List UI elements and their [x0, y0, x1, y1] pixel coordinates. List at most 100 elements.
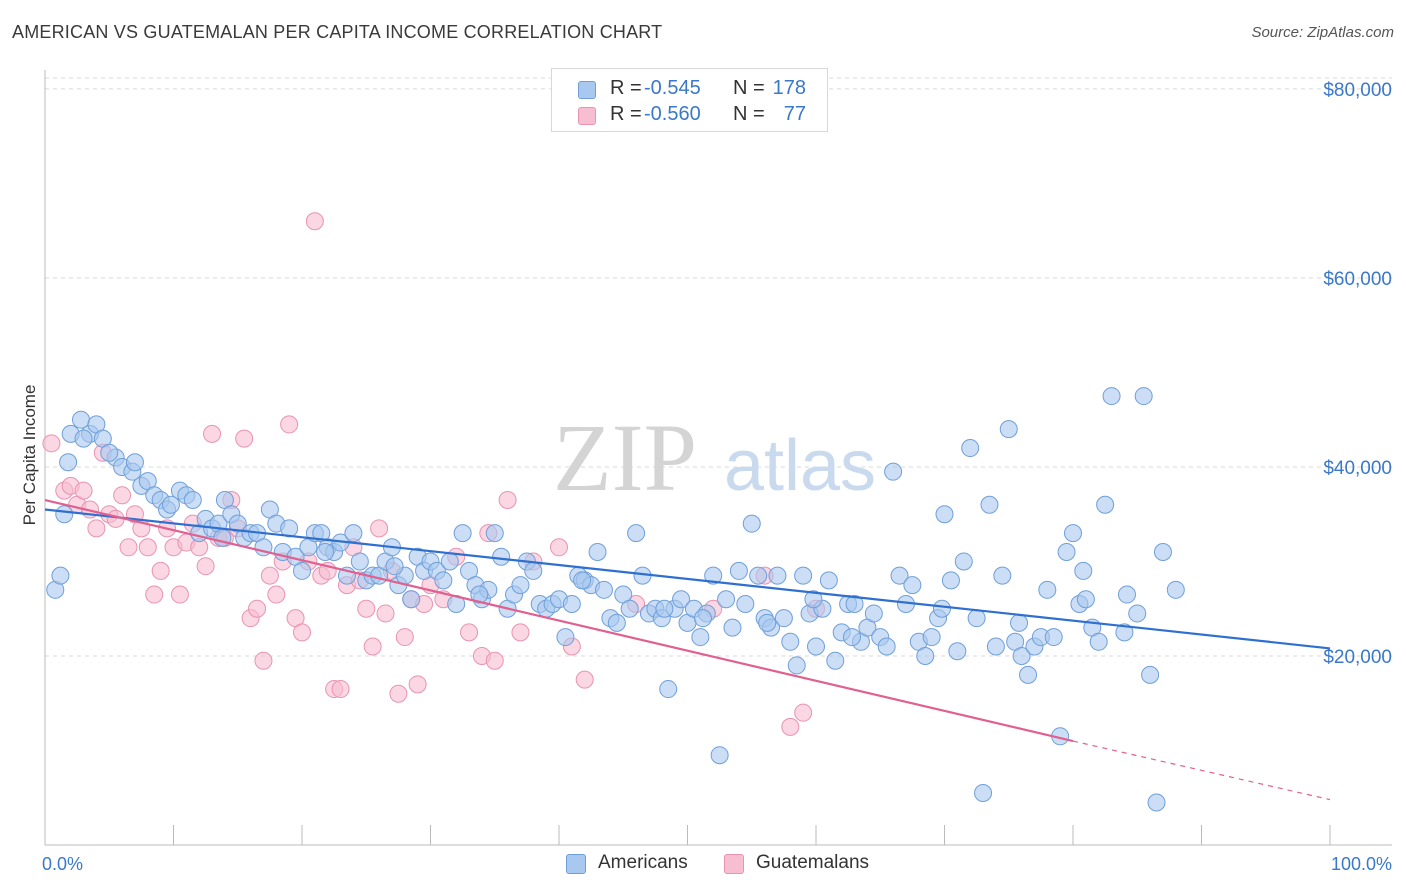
- americans-point: [691, 628, 710, 647]
- guatemalans-point: [550, 538, 568, 557]
- americans-point: [758, 613, 777, 632]
- americans-legend-swatch: [566, 854, 586, 874]
- americans-point: [350, 552, 369, 571]
- guatemalans-trend-extension: [1072, 740, 1331, 801]
- americans-point: [903, 576, 922, 595]
- legend-row-guatemalans: R = -0.560 N = 77: [552, 101, 827, 127]
- americans-point: [845, 594, 864, 613]
- americans-point: [1102, 387, 1121, 406]
- americans-legend-label: Americans: [598, 852, 688, 873]
- guatemalans-point: [138, 538, 157, 557]
- americans-point: [59, 453, 78, 472]
- guatemalans-point: [87, 519, 106, 538]
- americans-point: [807, 637, 825, 656]
- americans-point: [1153, 543, 1172, 562]
- bottom-legend-americans: Americans: [566, 852, 706, 876]
- americans-point: [781, 632, 800, 651]
- americans-point: [1089, 632, 1108, 651]
- americans-point: [1064, 524, 1082, 543]
- americans-point: [1038, 580, 1057, 599]
- y-tick-label: $20,000: [1323, 647, 1392, 668]
- americans-point: [620, 599, 639, 618]
- guatemalans-point: [151, 561, 170, 580]
- legend-n-value: 77: [783, 103, 806, 125]
- americans-point: [974, 784, 993, 803]
- americans-point: [729, 561, 748, 580]
- americans-point: [916, 646, 935, 665]
- legend-r-value: -0.545: [644, 77, 701, 99]
- guatemalans-point: [170, 585, 189, 604]
- americans-point: [573, 571, 592, 590]
- guatemalans-point: [267, 585, 286, 604]
- americans-point: [864, 604, 883, 623]
- guatemalans-legend-swatch: [724, 854, 744, 874]
- americans-point: [1166, 580, 1185, 599]
- americans-point: [742, 514, 761, 533]
- legend-n-label: N =: [733, 103, 765, 125]
- guatemalans-point: [511, 623, 530, 642]
- guatemalans-point: [113, 486, 132, 505]
- guatemalans-point: [74, 481, 93, 500]
- americans-trend-line: [44, 508, 1331, 650]
- americans-point: [749, 566, 768, 585]
- americans-point: [1115, 623, 1134, 642]
- americans-point: [794, 566, 813, 585]
- americans-point: [954, 552, 973, 571]
- guatemalans-point: [305, 212, 324, 231]
- americans-point: [434, 571, 453, 590]
- guatemalans-point: [331, 680, 350, 699]
- guatemalans-point: [395, 628, 414, 647]
- americans-point: [804, 590, 823, 609]
- americans-point: [993, 566, 1012, 585]
- americans-point: [293, 561, 311, 580]
- guatemalans-point: [260, 566, 279, 585]
- guatemalans-point: [370, 519, 389, 538]
- legend-n-value: 178: [772, 77, 806, 99]
- americans-point: [402, 590, 421, 609]
- americans-point: [1096, 495, 1115, 514]
- americans-point: [316, 543, 335, 562]
- americans-point: [125, 453, 144, 472]
- americans-point: [1057, 543, 1076, 562]
- americans-point: [100, 443, 119, 462]
- y-axis-label: Per Capita Income: [20, 385, 39, 526]
- americans-point: [161, 495, 180, 514]
- americans-point: [1128, 604, 1147, 623]
- guatemalans-point: [254, 651, 273, 670]
- y-tick-labels: $20,000 $40,000 $60,000 $80,000: [1323, 80, 1392, 668]
- legend-r-value: -0.560: [644, 103, 701, 125]
- americans-point: [672, 590, 691, 609]
- americans-point: [826, 651, 845, 670]
- americans-point: [1074, 561, 1093, 580]
- x-tick-label: 100.0%: [1331, 854, 1392, 874]
- americans-point: [607, 613, 626, 632]
- americans-point: [1012, 646, 1031, 665]
- americans-point: [470, 585, 489, 604]
- americans-point: [819, 571, 838, 590]
- americans-point: [710, 746, 729, 765]
- watermark: ZIP atlas: [553, 404, 876, 511]
- americans-point: [492, 547, 511, 566]
- guatemalans-point: [119, 538, 138, 557]
- americans-point: [768, 566, 787, 585]
- americans-point: [74, 429, 93, 448]
- americans-point: [1147, 793, 1166, 812]
- guatemalans-point: [408, 675, 427, 694]
- americans-point: [1076, 590, 1095, 609]
- americans-point: [922, 628, 941, 647]
- guatemalans-point: [575, 670, 594, 689]
- americans-point: [736, 594, 755, 613]
- guatemalans-point: [460, 623, 479, 642]
- guatemalans-swatch: [578, 107, 596, 125]
- americans-point: [948, 642, 967, 661]
- source-label: Source: ZipAtlas.com: [1251, 24, 1394, 41]
- axes: [44, 70, 1392, 846]
- americans-point: [999, 420, 1018, 439]
- americans-point: [723, 618, 742, 637]
- x-tick-labels: 0.0% 100.0%: [42, 854, 1392, 874]
- y-tick-label: $60,000: [1323, 269, 1392, 290]
- guatemalans-point: [357, 599, 376, 618]
- guatemalans-point: [498, 491, 517, 510]
- chart-title: AMERICAN VS GUATEMALAN PER CAPITA INCOME…: [12, 22, 663, 42]
